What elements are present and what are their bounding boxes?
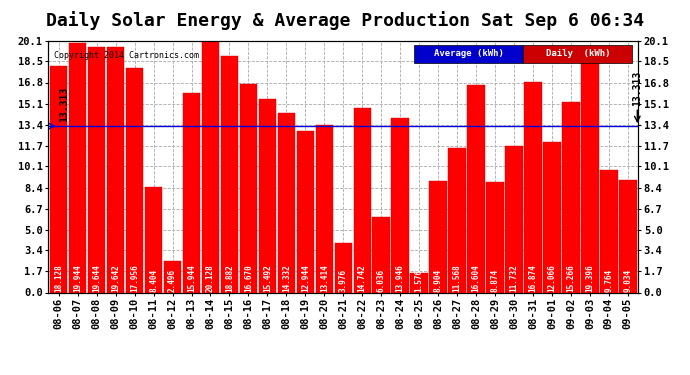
FancyBboxPatch shape bbox=[523, 45, 632, 63]
Bar bbox=[543, 142, 561, 292]
Text: 13.414: 13.414 bbox=[319, 264, 329, 292]
Text: 8.404: 8.404 bbox=[149, 269, 158, 292]
Text: 9.034: 9.034 bbox=[623, 269, 632, 292]
Text: 19.644: 19.644 bbox=[92, 264, 101, 292]
Text: 16.604: 16.604 bbox=[471, 264, 480, 292]
Text: 2.496: 2.496 bbox=[168, 269, 177, 292]
Text: 16.874: 16.874 bbox=[529, 264, 538, 292]
Bar bbox=[467, 85, 485, 292]
Text: 3.976: 3.976 bbox=[339, 269, 348, 292]
Bar bbox=[315, 125, 333, 292]
Bar bbox=[581, 50, 599, 292]
Text: 16.670: 16.670 bbox=[244, 264, 253, 292]
Bar bbox=[373, 217, 390, 292]
Text: 17.956: 17.956 bbox=[130, 264, 139, 292]
Text: 15.944: 15.944 bbox=[187, 264, 196, 292]
Text: 15.492: 15.492 bbox=[263, 264, 272, 292]
Bar bbox=[411, 273, 428, 292]
Bar bbox=[126, 68, 144, 292]
Bar bbox=[88, 47, 106, 292]
Text: 12.944: 12.944 bbox=[301, 264, 310, 292]
Bar bbox=[391, 118, 409, 292]
Text: 12.066: 12.066 bbox=[547, 264, 556, 292]
Bar bbox=[600, 171, 618, 292]
Bar bbox=[145, 188, 162, 292]
Text: 14.742: 14.742 bbox=[357, 264, 367, 292]
Bar bbox=[619, 180, 637, 292]
Bar bbox=[69, 43, 86, 292]
Bar bbox=[562, 102, 580, 292]
Bar bbox=[107, 47, 124, 292]
Text: 19.396: 19.396 bbox=[585, 264, 594, 292]
Text: 14.332: 14.332 bbox=[282, 264, 291, 292]
Text: 1.576: 1.576 bbox=[415, 269, 424, 292]
Text: Daily  (kWh): Daily (kWh) bbox=[546, 50, 611, 58]
Text: 20.128: 20.128 bbox=[206, 264, 215, 292]
Text: 13.313: 13.313 bbox=[59, 87, 70, 122]
Bar bbox=[505, 146, 523, 292]
Text: Average (kWh): Average (kWh) bbox=[434, 50, 504, 58]
Bar bbox=[353, 108, 371, 292]
Bar bbox=[259, 99, 276, 292]
Bar bbox=[429, 181, 447, 292]
Text: 13.946: 13.946 bbox=[395, 264, 404, 292]
Bar bbox=[524, 82, 542, 292]
Bar bbox=[448, 148, 466, 292]
Bar bbox=[335, 243, 352, 292]
Bar bbox=[50, 66, 68, 292]
Text: 18.128: 18.128 bbox=[55, 264, 63, 292]
Text: 8.904: 8.904 bbox=[433, 269, 442, 292]
Bar bbox=[183, 93, 200, 292]
Bar bbox=[297, 131, 314, 292]
Bar bbox=[277, 113, 295, 292]
Bar bbox=[164, 261, 181, 292]
Text: 18.882: 18.882 bbox=[225, 264, 234, 292]
Text: 19.642: 19.642 bbox=[111, 264, 120, 292]
Text: Copyright 2014 Cartronics.com: Copyright 2014 Cartronics.com bbox=[55, 51, 199, 60]
Text: Daily Solar Energy & Average Production Sat Sep 6 06:34: Daily Solar Energy & Average Production … bbox=[46, 11, 644, 30]
Bar bbox=[486, 182, 504, 292]
Text: 13.313: 13.313 bbox=[632, 71, 642, 106]
Text: 15.266: 15.266 bbox=[566, 264, 575, 292]
FancyBboxPatch shape bbox=[414, 45, 523, 63]
Text: 11.568: 11.568 bbox=[453, 264, 462, 292]
Bar bbox=[221, 57, 238, 292]
Text: 6.036: 6.036 bbox=[377, 269, 386, 292]
Bar bbox=[201, 41, 219, 292]
Text: 19.944: 19.944 bbox=[73, 264, 82, 292]
Bar bbox=[239, 84, 257, 292]
Text: 8.874: 8.874 bbox=[491, 269, 500, 292]
Text: 9.764: 9.764 bbox=[604, 269, 613, 292]
Text: 11.732: 11.732 bbox=[509, 264, 518, 292]
